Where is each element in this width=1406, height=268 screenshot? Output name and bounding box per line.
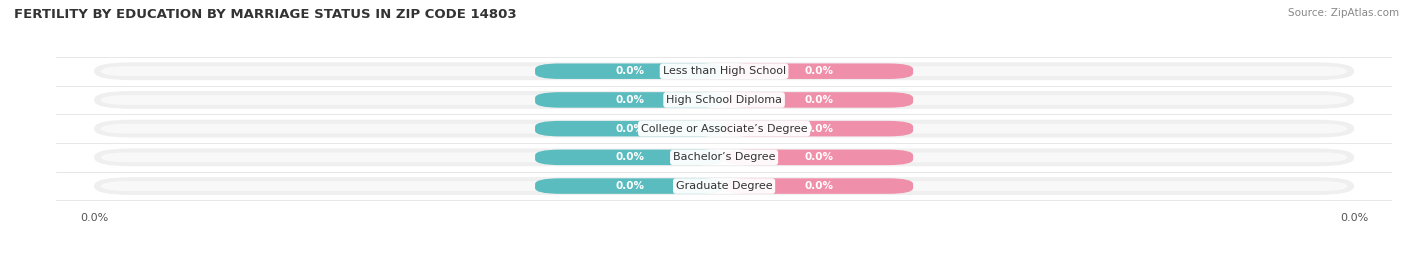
Text: 0.0%: 0.0% xyxy=(804,95,834,105)
Text: 0.0%: 0.0% xyxy=(804,66,834,76)
FancyBboxPatch shape xyxy=(536,178,724,194)
Text: Less than High School: Less than High School xyxy=(662,66,786,76)
FancyBboxPatch shape xyxy=(536,121,724,136)
Text: Source: ZipAtlas.com: Source: ZipAtlas.com xyxy=(1288,8,1399,18)
Text: Graduate Degree: Graduate Degree xyxy=(676,181,772,191)
Text: 0.0%: 0.0% xyxy=(614,152,644,162)
FancyBboxPatch shape xyxy=(100,181,1348,191)
FancyBboxPatch shape xyxy=(724,92,912,108)
FancyBboxPatch shape xyxy=(724,150,912,165)
FancyBboxPatch shape xyxy=(724,64,912,79)
FancyBboxPatch shape xyxy=(94,148,1354,166)
FancyBboxPatch shape xyxy=(94,120,1354,137)
FancyBboxPatch shape xyxy=(94,177,1354,195)
FancyBboxPatch shape xyxy=(536,92,724,108)
Text: 0.0%: 0.0% xyxy=(804,124,834,134)
Text: FERTILITY BY EDUCATION BY MARRIAGE STATUS IN ZIP CODE 14803: FERTILITY BY EDUCATION BY MARRIAGE STATU… xyxy=(14,8,516,21)
FancyBboxPatch shape xyxy=(100,95,1348,105)
Text: 0.0%: 0.0% xyxy=(614,66,644,76)
FancyBboxPatch shape xyxy=(100,124,1348,133)
FancyBboxPatch shape xyxy=(536,64,724,79)
Text: 0.0%: 0.0% xyxy=(804,152,834,162)
Text: 0.0%: 0.0% xyxy=(614,124,644,134)
FancyBboxPatch shape xyxy=(100,152,1348,162)
FancyBboxPatch shape xyxy=(724,121,912,136)
Text: 0.0%: 0.0% xyxy=(614,181,644,191)
FancyBboxPatch shape xyxy=(536,150,724,165)
FancyBboxPatch shape xyxy=(100,66,1348,76)
Text: College or Associate’s Degree: College or Associate’s Degree xyxy=(641,124,807,134)
FancyBboxPatch shape xyxy=(94,62,1354,80)
Text: 0.0%: 0.0% xyxy=(804,181,834,191)
Text: Bachelor’s Degree: Bachelor’s Degree xyxy=(673,152,775,162)
FancyBboxPatch shape xyxy=(94,91,1354,109)
Text: 0.0%: 0.0% xyxy=(614,95,644,105)
Text: High School Diploma: High School Diploma xyxy=(666,95,782,105)
FancyBboxPatch shape xyxy=(724,178,912,194)
